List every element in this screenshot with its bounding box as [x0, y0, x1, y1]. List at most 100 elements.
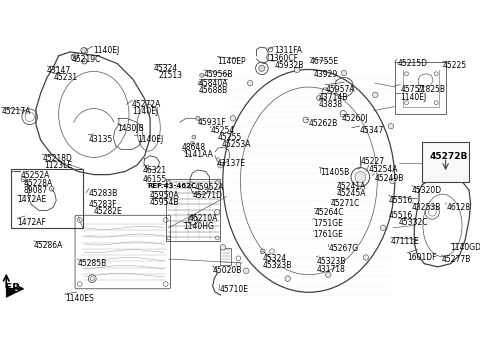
Circle shape	[341, 70, 347, 76]
Circle shape	[82, 59, 87, 64]
Circle shape	[355, 172, 366, 182]
Text: 45324: 45324	[154, 63, 178, 73]
Circle shape	[372, 92, 378, 98]
Text: 45228A: 45228A	[24, 179, 53, 188]
Text: 45323B: 45323B	[317, 257, 346, 266]
Text: 45231: 45231	[53, 73, 77, 82]
Text: 45282E: 45282E	[94, 208, 122, 216]
Bar	[11, 169, 83, 228]
Text: 45277B: 45277B	[442, 255, 471, 264]
Circle shape	[73, 53, 79, 59]
Text: 46155: 46155	[143, 175, 168, 184]
Text: 45255: 45255	[217, 133, 241, 142]
Text: 45262B: 45262B	[309, 119, 338, 128]
Polygon shape	[6, 286, 17, 297]
Circle shape	[325, 272, 331, 277]
Text: 45217A: 45217A	[1, 107, 31, 116]
Circle shape	[196, 116, 200, 120]
Text: 45957A: 45957A	[325, 85, 355, 94]
Circle shape	[215, 210, 220, 215]
Text: 1601DF: 1601DF	[408, 253, 437, 262]
Text: 45272B: 45272B	[429, 152, 468, 161]
Text: 1472AF: 1472AF	[17, 218, 46, 227]
Text: 45249B: 45249B	[374, 174, 404, 183]
Circle shape	[218, 163, 223, 168]
Text: 45020B: 45020B	[213, 266, 242, 275]
Text: 46321: 46321	[143, 166, 167, 175]
Circle shape	[191, 141, 194, 145]
Text: 43714B: 43714B	[319, 93, 348, 102]
Circle shape	[198, 81, 202, 85]
Text: 431718: 431718	[317, 264, 346, 273]
Circle shape	[388, 123, 394, 129]
Circle shape	[390, 178, 395, 184]
Text: 45245A: 45245A	[337, 189, 366, 199]
Text: 45267G: 45267G	[329, 244, 359, 253]
Text: REF.43-462C: REF.43-462C	[147, 183, 196, 189]
Text: 46210A: 46210A	[189, 214, 218, 223]
Text: 11405B: 11405B	[320, 168, 349, 177]
Circle shape	[294, 67, 300, 73]
Text: 89087: 89087	[24, 186, 48, 196]
Text: 1140EJ: 1140EJ	[400, 93, 427, 102]
Text: 1140EJ: 1140EJ	[93, 46, 119, 56]
Text: 45332C: 45332C	[399, 218, 428, 227]
Circle shape	[363, 255, 369, 260]
Text: 1140EJ: 1140EJ	[137, 135, 163, 144]
Text: 45283F: 45283F	[89, 200, 118, 210]
Text: 45219C: 45219C	[71, 55, 100, 64]
Circle shape	[81, 48, 86, 53]
Text: 45688B: 45688B	[199, 86, 228, 95]
Text: 45271C: 45271C	[331, 199, 360, 208]
Text: 45950A: 45950A	[150, 191, 180, 200]
Text: 45285B: 45285B	[77, 259, 107, 268]
Circle shape	[200, 73, 204, 77]
Text: 1360CF: 1360CF	[269, 54, 298, 63]
Text: 1140HG: 1140HG	[183, 222, 214, 231]
Text: 43253B: 43253B	[412, 203, 442, 212]
Text: 45254A: 45254A	[369, 165, 398, 174]
Bar	[220, 248, 231, 265]
Text: 45931F: 45931F	[198, 118, 227, 127]
Text: 48648: 48648	[181, 143, 205, 152]
Text: 45516: 45516	[388, 196, 413, 205]
Text: 43135: 43135	[88, 135, 113, 144]
Text: 45225: 45225	[443, 61, 467, 70]
Text: 1141AA: 1141AA	[183, 150, 213, 159]
Text: 45954B: 45954B	[150, 198, 180, 207]
Circle shape	[220, 245, 226, 250]
Text: 45260J: 45260J	[342, 115, 368, 123]
Text: 21825B: 21825B	[417, 85, 445, 94]
Text: 45323B: 45323B	[263, 261, 292, 270]
Text: 43838: 43838	[319, 99, 343, 109]
Circle shape	[192, 135, 196, 139]
Text: 45320D: 45320D	[412, 186, 442, 194]
Text: 1751GE: 1751GE	[312, 219, 343, 228]
Text: 45283B: 45283B	[89, 189, 119, 198]
Circle shape	[230, 116, 236, 121]
Text: 1140EJ: 1140EJ	[132, 107, 158, 116]
Bar	[166, 179, 220, 241]
Text: 1123LE: 1123LE	[45, 161, 72, 170]
Text: 45254: 45254	[211, 126, 235, 135]
Text: 1140EP: 1140EP	[217, 57, 246, 66]
Text: 46128: 46128	[446, 203, 470, 212]
Text: 45264C: 45264C	[314, 208, 344, 217]
Text: 43929: 43929	[313, 70, 338, 79]
Text: 45286A: 45286A	[34, 241, 63, 250]
Text: 21513: 21513	[159, 71, 183, 80]
Text: 45516: 45516	[388, 211, 413, 220]
Text: 1140GD: 1140GD	[450, 244, 480, 252]
Text: 43147: 43147	[47, 66, 71, 75]
Circle shape	[259, 65, 265, 71]
Text: 45253A: 45253A	[221, 140, 251, 149]
Text: 45347: 45347	[360, 126, 384, 135]
Text: 1311FA: 1311FA	[275, 46, 302, 56]
Text: 46755E: 46755E	[310, 57, 339, 66]
Bar	[422, 142, 469, 182]
Text: 1430JB: 1430JB	[117, 124, 144, 133]
Text: 45840A: 45840A	[199, 79, 228, 88]
Text: 45252A: 45252A	[20, 171, 50, 180]
Text: 47111E: 47111E	[391, 237, 420, 246]
Text: 1761GE: 1761GE	[312, 230, 343, 239]
